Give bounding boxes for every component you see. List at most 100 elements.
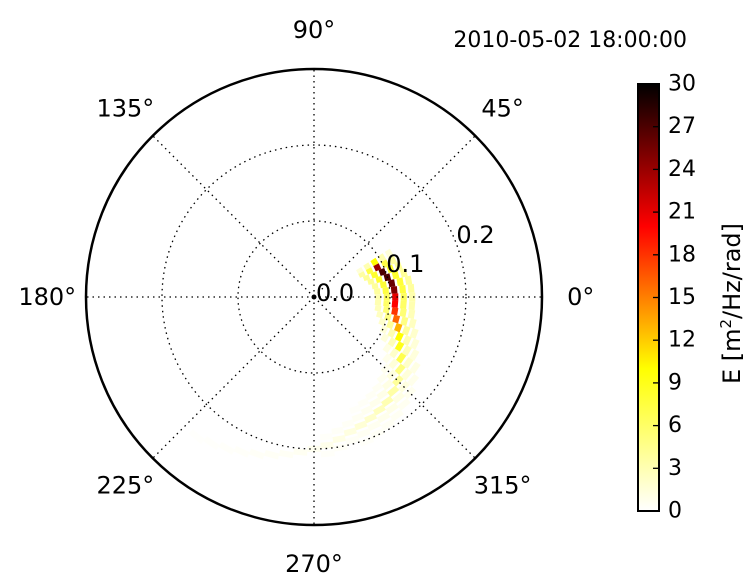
energy-cell	[218, 441, 235, 455]
energy-cell-spread	[389, 347, 400, 359]
energy-cell-spread	[333, 443, 348, 452]
energy-cell-spread	[399, 308, 407, 318]
energy-cell-spread	[407, 373, 420, 387]
energy-cell	[394, 323, 403, 333]
energy-cell-spread	[407, 283, 415, 293]
energy-cell-spread	[386, 264, 395, 274]
energy-cell	[332, 435, 346, 444]
energy-cell	[388, 279, 396, 288]
colorbar-tick-label: 12	[668, 328, 696, 353]
energy-cell-spread	[397, 398, 411, 411]
energy-cell-spread	[351, 412, 365, 423]
energy-cell-spread	[401, 325, 411, 336]
energy-cell-spread	[388, 358, 399, 370]
colorbar-tick-label: 3	[668, 456, 682, 481]
energy-cell-spread	[373, 288, 381, 295]
energy-cell	[394, 331, 404, 342]
angular-tick-label: 180°	[18, 283, 76, 311]
energy-cell-spread	[388, 255, 398, 265]
energy-cell-spread	[382, 287, 390, 294]
energy-cell	[396, 352, 407, 364]
energy-cell-spread	[376, 389, 389, 401]
energy-cell-spread	[407, 309, 416, 320]
colorbar-tick-label: 0	[668, 499, 682, 524]
energy-cell-spread	[357, 397, 370, 408]
energy-cell	[391, 300, 399, 309]
radial-tick-label: 0.1	[386, 250, 424, 278]
colorbar-tick-label: 30	[668, 72, 696, 97]
energy-cell	[307, 445, 321, 452]
energy-cell-spread	[363, 262, 372, 271]
energy-cell	[364, 412, 378, 424]
energy-cell	[188, 429, 205, 445]
energy-cell-spread	[391, 270, 400, 280]
energy-cell-spread	[349, 404, 361, 415]
timestamp-title: 2010-05-02 18:00:00	[453, 28, 687, 53]
colorbar-tick-label: 18	[668, 242, 696, 267]
energy-cell	[320, 441, 334, 449]
energy-cell-spread	[381, 379, 394, 391]
energy-cell-spread	[384, 312, 392, 321]
energy-cell-spread	[402, 357, 414, 369]
energy-cell-spread	[403, 386, 417, 400]
colorbar-tick-label: 24	[668, 157, 696, 182]
energy-cell	[203, 436, 220, 451]
energy-cell-spread	[360, 405, 374, 416]
energy-cell-spread	[367, 278, 375, 285]
energy-cell-spread	[409, 338, 420, 350]
energy-cell-spread	[367, 420, 382, 432]
energy-cell	[343, 427, 357, 437]
radial-tick-label: 0.0	[316, 279, 354, 307]
energy-cell-spread	[371, 382, 384, 393]
energy-cell-spread	[401, 345, 412, 357]
energy-cell	[370, 257, 379, 267]
energy-cell-spread	[380, 363, 392, 375]
energy-cell	[378, 267, 387, 276]
energy-heatmap	[188, 248, 421, 460]
energy-cell-spread	[377, 253, 387, 263]
colorbar-tick-label: 9	[668, 370, 682, 395]
energy-cell-spread	[409, 361, 421, 374]
energy-cell	[390, 286, 398, 294]
energy-cell	[373, 263, 382, 272]
energy-cell-spread	[374, 299, 382, 306]
energy-cell-spread	[379, 281, 387, 289]
energy-cell	[278, 449, 294, 459]
energy-cell-spread	[396, 277, 404, 286]
energy-cell-spread	[386, 320, 395, 330]
energy-cell-spread	[399, 284, 407, 294]
energy-cell	[293, 448, 308, 456]
radial-grid-circle	[237, 220, 391, 374]
angular-grid-line	[152, 135, 315, 298]
energy-cell	[380, 395, 394, 408]
colorbar-label: E [m2/Hz/rad]	[717, 223, 746, 384]
energy-cell-spread	[387, 337, 397, 348]
colorbar-tick-label: 15	[668, 285, 696, 310]
energy-cell	[394, 363, 406, 376]
energy-cell-spread	[369, 397, 382, 409]
energy-cell	[263, 449, 280, 460]
radial-tick-label: 0.2	[456, 221, 494, 249]
energy-cell-spread	[384, 248, 394, 259]
energy-cell-spread	[376, 372, 388, 384]
energy-cell-spread	[374, 305, 382, 312]
angular-tick-label: 270°	[285, 550, 343, 578]
energy-cell-spread	[390, 409, 404, 422]
energy-cell-spread	[345, 435, 360, 445]
colorbar: 0 3 6 9 12 15 18 21 24 27 30 E [m2/Hz/rad]	[637, 72, 746, 524]
energy-cell-spread	[379, 325, 389, 335]
energy-cell-spread	[408, 318, 417, 329]
origin-marker	[311, 294, 317, 300]
energy-cell-spread	[383, 300, 390, 307]
angular-tick-label: 0°	[567, 283, 594, 311]
energy-cell-spread	[365, 390, 377, 401]
energy-cell-spread	[382, 343, 392, 354]
energy-cell-spread	[341, 419, 355, 429]
energy-cell-spread	[382, 353, 393, 364]
energy-cell-spread	[402, 335, 412, 346]
angular-grid-line	[152, 296, 315, 459]
energy-cell-spread	[400, 300, 407, 310]
energy-cell-spread	[404, 275, 413, 285]
energy-cell-spread	[376, 411, 391, 424]
energy-cell-spread	[400, 292, 407, 302]
